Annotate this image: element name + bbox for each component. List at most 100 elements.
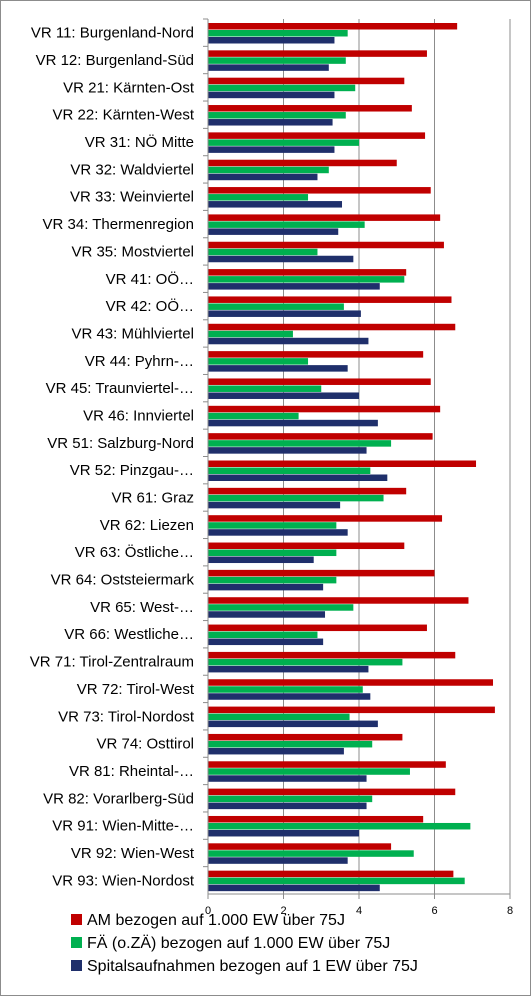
category-labels: VR 11: Burgenland-Nord VR 12: Burgenland-… bbox=[30, 25, 195, 890]
bar-1-18 bbox=[208, 487, 407, 495]
bar-1-28 bbox=[208, 761, 446, 768]
bar-3-4 bbox=[208, 119, 333, 126]
bar-2-6 bbox=[208, 166, 329, 174]
bar-1-9 bbox=[208, 241, 444, 249]
bar-3-22 bbox=[208, 611, 326, 618]
category-label: VR 93: Wien-Nordost bbox=[52, 872, 195, 889]
bar-1-12 bbox=[208, 323, 456, 331]
bar-1-11 bbox=[208, 296, 452, 303]
bars bbox=[208, 23, 495, 892]
bar-2-9 bbox=[208, 248, 318, 256]
category-label: VR 73: Tirol-Nordost bbox=[58, 708, 195, 725]
category-label: VR 52: Pinzgau-… bbox=[70, 462, 194, 479]
bar-1-6 bbox=[208, 159, 397, 167]
bar-2-20 bbox=[208, 549, 337, 557]
bar-3-24 bbox=[208, 665, 369, 673]
category-label: VR 71: Tirol-Zentralraum bbox=[30, 654, 194, 671]
legend-swatch-3 bbox=[71, 960, 82, 971]
bar-2-4 bbox=[208, 112, 346, 119]
category-label: VR 66: Westliche… bbox=[64, 626, 194, 643]
bar-1-32 bbox=[208, 870, 454, 878]
bar-3-23 bbox=[208, 638, 324, 646]
category-label: VR 64: Oststeiermark bbox=[51, 572, 195, 589]
category-label: VR 45: Traunviertel-… bbox=[46, 380, 194, 397]
bar-2-25 bbox=[208, 686, 363, 693]
bar-3-13 bbox=[208, 365, 348, 372]
bar-3-5 bbox=[208, 146, 335, 153]
bar-2-1 bbox=[208, 30, 348, 37]
bar-2-23 bbox=[208, 631, 318, 639]
bar-1-3 bbox=[208, 77, 405, 85]
bar-3-7 bbox=[208, 201, 343, 208]
bar-2-30 bbox=[208, 822, 471, 830]
legend-label-3: Spitalsaufnahmen bezogen auf 1 EW über 7… bbox=[87, 958, 418, 975]
bar-2-17 bbox=[208, 467, 371, 474]
category-label: VR 82: Vorarlberg-Süd bbox=[43, 790, 194, 807]
bar-3-14 bbox=[208, 392, 359, 399]
category-label: VR 12: Burgenland-Süd bbox=[36, 52, 194, 69]
category-label: VR 74: Osttirol bbox=[96, 736, 194, 753]
bar-3-25 bbox=[208, 693, 371, 700]
bar-3-31 bbox=[208, 857, 348, 864]
bar-1-31 bbox=[208, 843, 392, 850]
bar-3-27 bbox=[208, 747, 344, 755]
bar-3-1 bbox=[208, 37, 335, 44]
category-label: VR 35: Mostviertel bbox=[71, 243, 194, 260]
bar-1-2 bbox=[208, 50, 427, 57]
bar-2-15 bbox=[208, 412, 299, 420]
category-label: VR 46: Innviertel bbox=[83, 407, 194, 424]
bar-2-26 bbox=[208, 713, 350, 721]
bar-3-12 bbox=[208, 337, 369, 345]
bar-3-16 bbox=[208, 447, 367, 454]
category-label: VR 91: Wien-Mitte-… bbox=[52, 818, 194, 835]
bar-2-2 bbox=[208, 57, 346, 64]
category-label: VR 92: Wien-West bbox=[71, 845, 195, 862]
bar-1-15 bbox=[208, 405, 441, 413]
bar-2-12 bbox=[208, 330, 293, 338]
bar-2-31 bbox=[208, 850, 414, 857]
bar-2-22 bbox=[208, 604, 354, 611]
bar-1-14 bbox=[208, 378, 431, 385]
bar-2-5 bbox=[208, 139, 359, 146]
bar-1-4 bbox=[208, 105, 412, 112]
bar-3-26 bbox=[208, 720, 378, 728]
axes bbox=[203, 18, 511, 899]
bar-1-5 bbox=[208, 132, 426, 139]
bar-1-19 bbox=[208, 515, 443, 522]
bar-1-10 bbox=[208, 269, 407, 276]
bar-1-7 bbox=[208, 187, 431, 194]
bar-1-26 bbox=[208, 706, 495, 714]
bar-1-17 bbox=[208, 460, 477, 467]
category-label: VR 41: OÖ… bbox=[106, 270, 194, 288]
bar-2-8 bbox=[208, 221, 365, 228]
bar-2-16 bbox=[208, 440, 392, 447]
category-label: VR 11: Burgenland-Nord bbox=[31, 25, 194, 42]
x-tick-label: 2 bbox=[280, 905, 286, 917]
bar-2-13 bbox=[208, 358, 309, 365]
legend: AM bezogen auf 1.000 EW über 75J FÄ (o.ZÄ… bbox=[71, 912, 418, 975]
bar-2-7 bbox=[208, 194, 309, 201]
bar-2-19 bbox=[208, 522, 337, 529]
category-label: VR 31: NÖ Mitte bbox=[85, 133, 194, 151]
bar-1-21 bbox=[208, 569, 435, 577]
category-label: VR 21: Kärnten-Ost bbox=[63, 79, 195, 96]
bar-3-8 bbox=[208, 228, 339, 235]
bar-1-25 bbox=[208, 679, 494, 686]
bar-2-11 bbox=[208, 303, 344, 310]
bar-1-13 bbox=[208, 351, 424, 358]
category-label: VR 33: Weinviertel bbox=[70, 189, 194, 206]
bar-2-28 bbox=[208, 768, 410, 775]
bar-3-9 bbox=[208, 255, 354, 263]
bar-1-27 bbox=[208, 733, 403, 741]
category-label: VR 65: West-… bbox=[90, 599, 194, 616]
bar-3-32 bbox=[208, 884, 380, 892]
bar-3-15 bbox=[208, 419, 378, 427]
category-label: VR 34: Thermenregion bbox=[43, 216, 194, 233]
bar-2-3 bbox=[208, 84, 356, 92]
category-label: VR 63: Östliche… bbox=[75, 543, 194, 561]
bar-2-32 bbox=[208, 877, 465, 885]
bar-3-28 bbox=[208, 775, 367, 782]
x-tick-labels: 0 2 4 6 8 bbox=[205, 905, 513, 917]
category-label: VR 62: Liezen bbox=[100, 517, 194, 534]
